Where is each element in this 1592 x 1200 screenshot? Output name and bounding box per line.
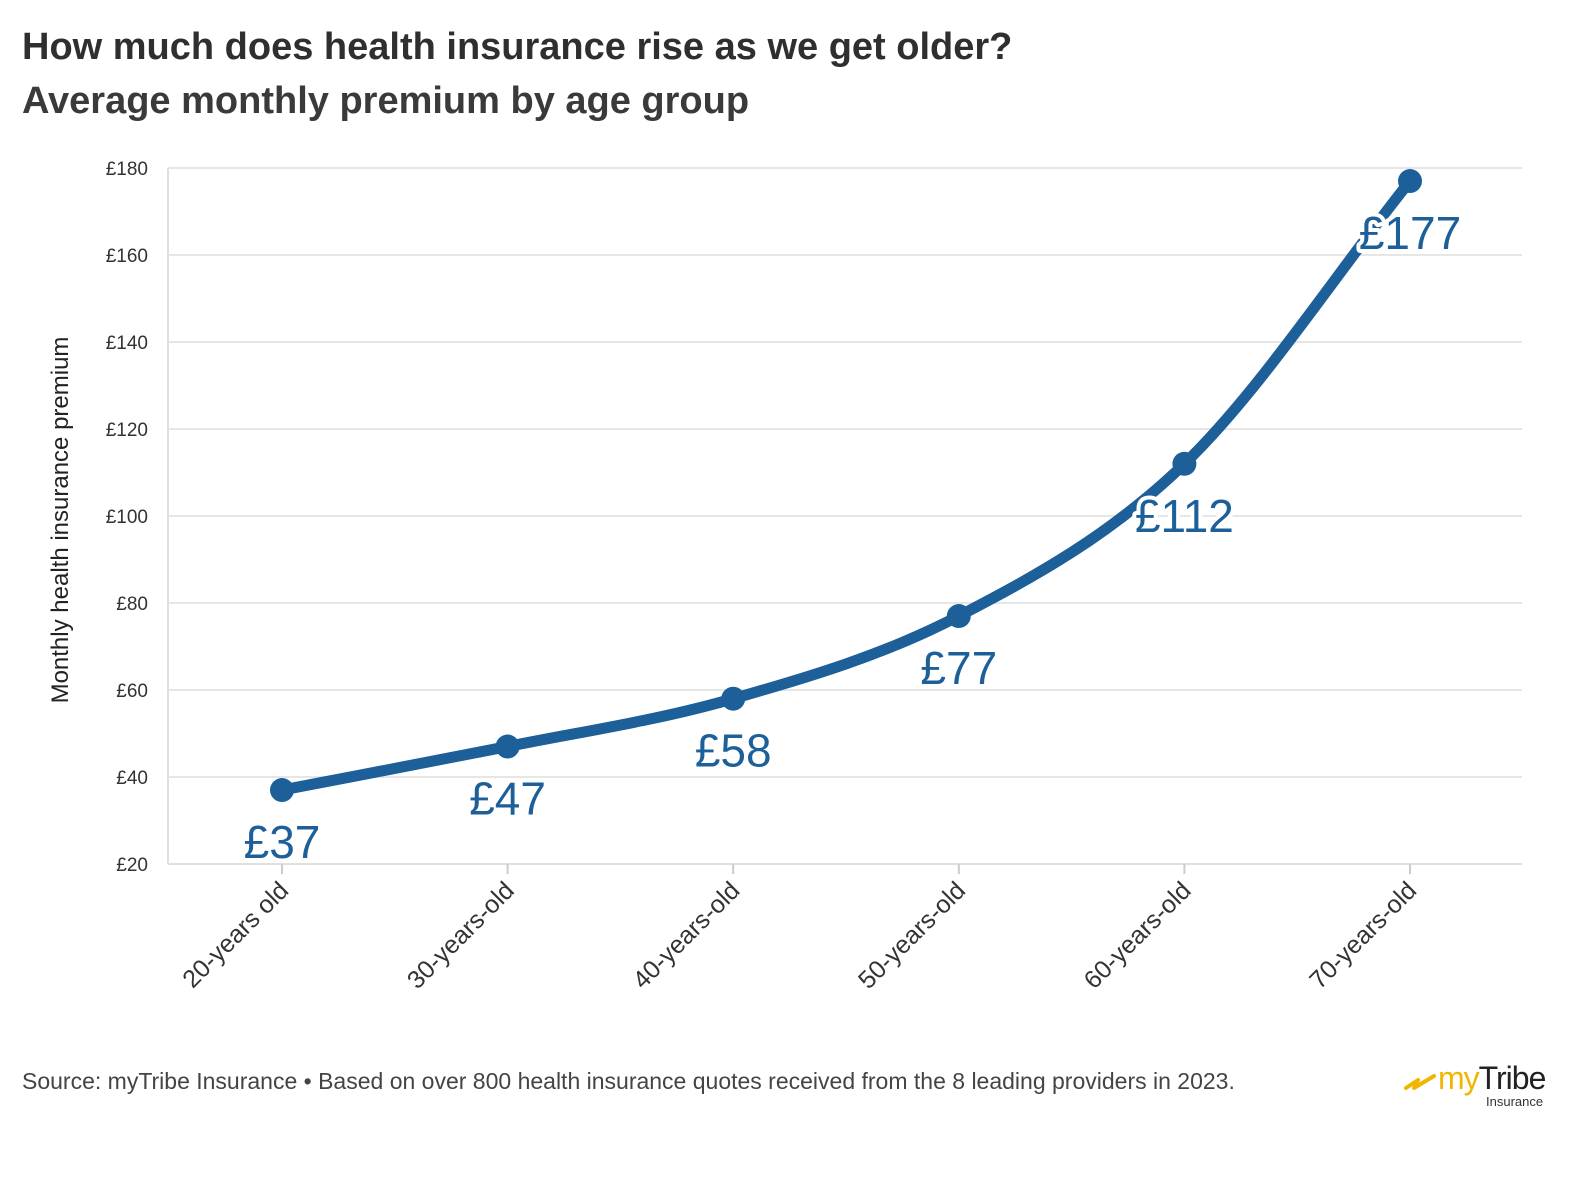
data-point <box>1172 451 1197 476</box>
data-label: £112 <box>1135 490 1234 542</box>
y-tick-label: £180 <box>106 159 148 180</box>
logo-wordmark: myTribe <box>1438 1060 1547 1097</box>
x-tick-label: 30-years-old <box>402 876 520 994</box>
data-point <box>946 604 971 629</box>
y-tick-label: £120 <box>106 420 148 441</box>
y-tick-label: £80 <box>116 594 148 615</box>
data-point <box>721 686 746 711</box>
chart-subtitle: Average monthly premium by age group <box>22 80 750 122</box>
y-tick-label: £140 <box>106 333 148 354</box>
x-tick-label: 60-years-old <box>1079 876 1197 994</box>
y-tick-label: £20 <box>116 855 148 876</box>
data-label: £47 <box>469 773 546 825</box>
line-chart: £20 £40 £60 £80 £100 £120 £140 £160 £180 Monthly … <box>47 159 1522 994</box>
data-label: £177 <box>1359 207 1461 259</box>
logo-subtitle: Insurance <box>1486 1094 1544 1109</box>
source-footnote: Source: myTribe Insurance • Based on ove… <box>22 1068 1235 1094</box>
data-point <box>495 734 520 759</box>
data-point <box>270 778 294 803</box>
series-line <box>276 175 1416 796</box>
y-axis-title: Monthly health insurance premium <box>47 337 74 704</box>
logo-swoosh-icon <box>1404 1074 1436 1090</box>
x-tick-label: 70-years-old <box>1304 876 1422 994</box>
x-tick-label: 50-years-old <box>853 876 971 994</box>
x-tick-label: 20-years old <box>177 876 294 993</box>
y-tick-label: £60 <box>116 681 148 702</box>
y-tick-label: £40 <box>116 768 148 789</box>
axes: £20 £40 £60 £80 £100 £120 £140 £160 £180 Monthly … <box>47 159 1522 994</box>
data-label: £77 <box>920 642 997 694</box>
data-points <box>270 169 1422 803</box>
grid-lines <box>168 167 1522 865</box>
data-labels: £37 £47 £58 £77 £112 £177 <box>240 203 1466 872</box>
logo-prefix: my <box>1438 1060 1480 1096</box>
series-line-layer <box>276 175 1416 796</box>
y-tick-label: £160 <box>106 246 148 267</box>
data-label: £58 <box>695 725 772 777</box>
data-label: £37 <box>244 816 321 868</box>
y-tick-label: £100 <box>106 507 148 528</box>
mytribe-logo: myTribe Insurance <box>1404 1060 1574 1110</box>
chart-title: How much does health insurance rise as w… <box>22 26 1013 68</box>
logo-name: Tribe <box>1478 1060 1547 1096</box>
x-tick-label: 40-years-old <box>627 876 745 994</box>
data-point <box>1398 169 1422 194</box>
